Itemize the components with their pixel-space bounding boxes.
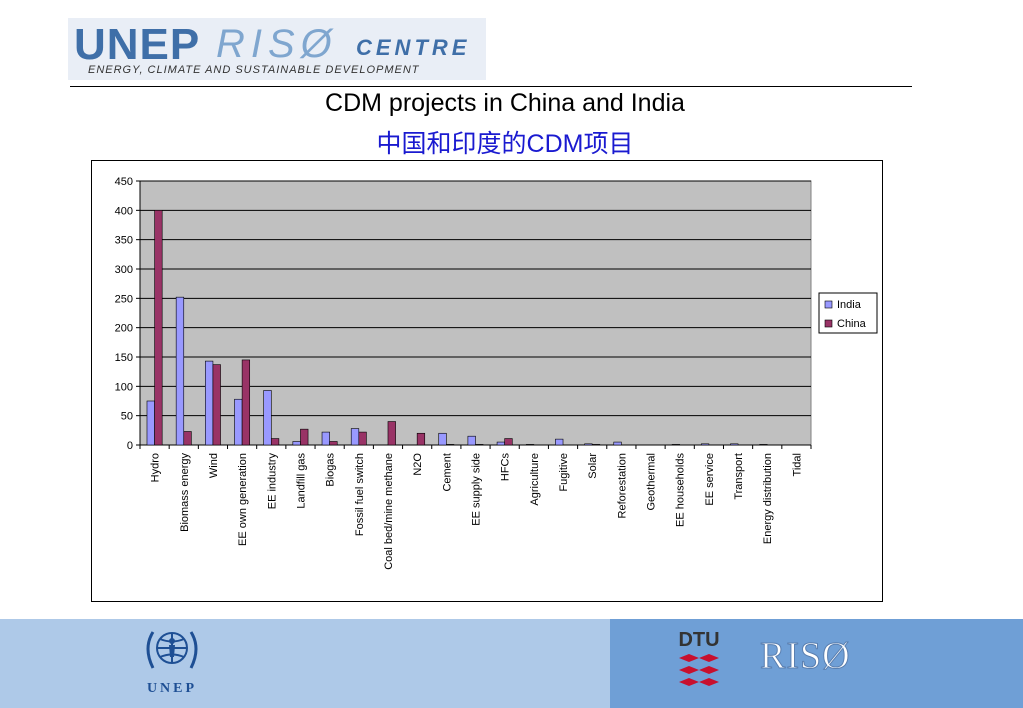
- x-tick-label: EE own generation: [237, 453, 249, 546]
- unep-emblem-icon: [146, 631, 198, 669]
- bar-china: [504, 438, 513, 446]
- x-tick-label: EE households: [675, 453, 687, 527]
- x-tick-label: Biomass energy: [179, 453, 191, 532]
- bar-india: [525, 444, 535, 446]
- legend-label-china: China: [837, 318, 867, 330]
- bar-india: [321, 431, 330, 446]
- bar-china: [591, 444, 601, 446]
- bar-india: [292, 441, 301, 446]
- logo-centre-text: CENTRE: [356, 35, 471, 60]
- y-tick-label: 350: [115, 235, 133, 247]
- bar-india: [263, 390, 272, 446]
- bar-china: [212, 364, 221, 446]
- bar-india: [700, 443, 710, 446]
- x-tick-label: HFCs: [500, 453, 512, 482]
- y-tick-label: 400: [115, 205, 133, 217]
- bar-india: [234, 398, 243, 446]
- bar-china: [241, 359, 251, 446]
- x-tick-label: EE supply side: [471, 453, 483, 526]
- bar-india: [438, 432, 447, 446]
- unep-riso-centre-logo: UNEP RISØ CENTRE ENERGY, CLIMATE AND SUS…: [68, 18, 486, 80]
- bar-india: [730, 443, 739, 446]
- bar-india: [205, 360, 214, 446]
- bar-india: [584, 443, 593, 446]
- bar-india: [467, 435, 476, 446]
- y-tick-label: 100: [115, 381, 133, 393]
- bar-india: [496, 441, 505, 446]
- bar-china: [329, 441, 338, 446]
- logo-tagline: ENERGY, CLIMATE AND SUSTAINABLE DEVELOPM…: [88, 64, 420, 76]
- bar-india: [146, 400, 155, 446]
- x-tick-label: Wind: [208, 453, 220, 478]
- x-tick-label: EE industry: [266, 453, 278, 510]
- dtu-logo-icon: DTU: [678, 629, 720, 686]
- x-tick-label: Coal bed/mine methane: [383, 453, 395, 570]
- cdm-bar-chart: 0 50 100 150 200 250 300 350 400 450 Hydro Biomass …: [115, 176, 878, 570]
- x-tick-label: Hydro: [150, 453, 162, 482]
- legend-swatch-china: [824, 319, 833, 328]
- bar-china: [387, 421, 396, 446]
- chart-frame: 0 50 100 150 200 250 300 350 400 450 Hydro Biomass …: [91, 160, 883, 602]
- y-tick-label: 200: [115, 323, 133, 335]
- bar-china: [270, 438, 280, 446]
- bar-china: [446, 444, 455, 446]
- x-tick-label: Energy distribution: [762, 453, 774, 544]
- bar-china: [183, 431, 192, 446]
- x-tick-label: Biogas: [325, 453, 337, 487]
- y-tick-label: 0: [127, 440, 133, 452]
- footer-right-panel: [610, 619, 1023, 708]
- x-tick-label: Fugitive: [558, 453, 570, 492]
- bar-china: [416, 432, 426, 446]
- x-tick-label: Tidal: [791, 453, 803, 476]
- bar-china: [475, 444, 484, 446]
- x-tick-label: Cement: [441, 453, 453, 492]
- bar-india: [613, 441, 622, 446]
- footer-unep-label: UNEP: [146, 681, 198, 696]
- y-tick-label: 250: [115, 293, 133, 305]
- x-tick-label: Transport: [733, 453, 745, 500]
- bar-china: [154, 210, 163, 446]
- x-tick-label: Solar: [587, 453, 599, 479]
- x-tick-label: N2O: [412, 453, 424, 476]
- dtu-logo-text: DTU: [678, 629, 719, 651]
- slide-title-english: CDM projects in China and India: [325, 89, 685, 117]
- bar-india: [175, 296, 185, 446]
- logo-unep-text: UNEP: [74, 20, 201, 69]
- bar-china: [300, 428, 309, 446]
- legend-swatch-india: [824, 300, 833, 309]
- slide-title-chinese: 中国和印度的CDM项目: [376, 130, 634, 158]
- y-tick-label: 150: [115, 352, 133, 364]
- x-tick-label: EE service: [704, 453, 716, 506]
- footer-riso-label: RISØ: [760, 635, 851, 678]
- bar-china: [358, 431, 367, 446]
- bar-india: [671, 444, 681, 446]
- y-tick-label: 300: [115, 264, 133, 276]
- x-tick-label: Agriculture: [529, 453, 541, 506]
- bar-india: [759, 444, 768, 446]
- x-tick-label: Landfill gas: [295, 453, 307, 509]
- bar-india: [555, 438, 564, 446]
- logo-riso-text: RISØ: [216, 22, 338, 66]
- header-divider: [70, 86, 912, 87]
- plot-area: [139, 180, 812, 446]
- x-tick-label: Geothermal: [646, 453, 658, 510]
- y-tick-label: 50: [121, 411, 133, 423]
- bar-india: [350, 428, 360, 446]
- x-tick-label: Reforestation: [616, 453, 628, 518]
- legend-label-india: India: [837, 299, 862, 311]
- y-tick-label: 450: [115, 176, 133, 188]
- x-tick-label: Fossil fuel switch: [354, 453, 366, 536]
